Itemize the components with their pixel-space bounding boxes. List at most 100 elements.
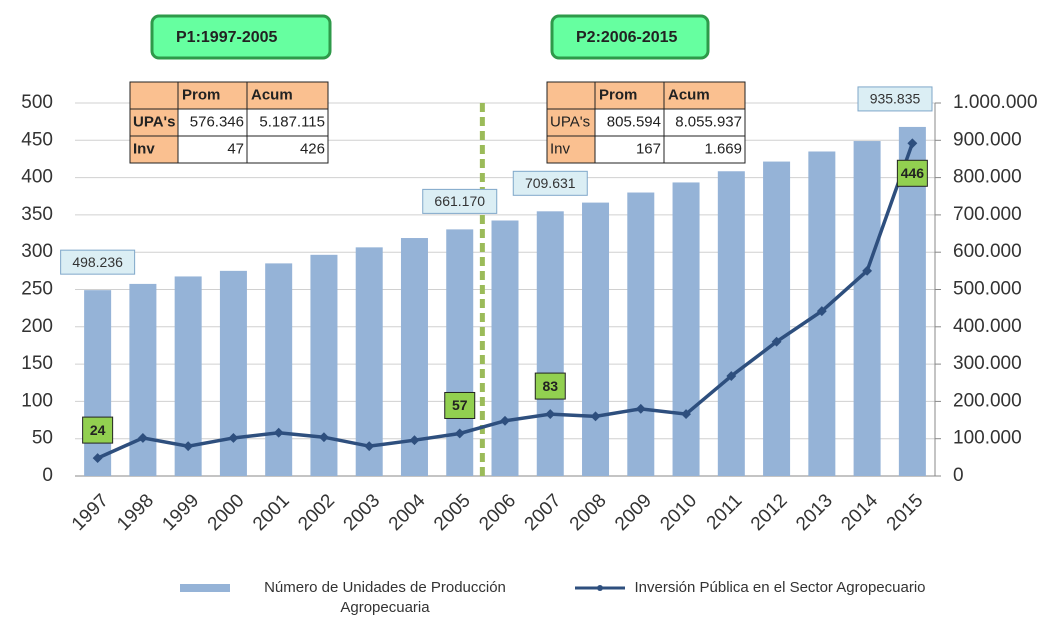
x-tick-label: 2015 xyxy=(883,490,928,535)
y-tick-label: 250 xyxy=(21,279,53,300)
data-label: 24 xyxy=(90,422,106,438)
y2-tick-label: 600.000 xyxy=(953,241,1022,262)
period-title: P2:2006-2015 xyxy=(576,29,678,46)
y2-tick-label: 500.000 xyxy=(953,279,1022,300)
line-marker xyxy=(681,409,692,420)
legend-swatch xyxy=(180,584,230,592)
y-tick-label: 450 xyxy=(21,129,53,150)
data-label: 57 xyxy=(452,397,468,413)
x-tick-label: 2014 xyxy=(837,490,882,535)
bar xyxy=(265,263,293,476)
table-value: 47 xyxy=(227,140,244,157)
x-tick-label: 2004 xyxy=(385,490,430,535)
y2-tick-label: 100.000 xyxy=(953,428,1022,449)
x-tick-label: 2012 xyxy=(747,490,792,535)
y-tick-label: 300 xyxy=(21,241,53,262)
line-marker xyxy=(590,411,601,422)
line-marker xyxy=(816,306,827,317)
y2-tick-label: 900.000 xyxy=(953,129,1022,150)
x-tick-label: 2010 xyxy=(656,490,701,535)
table-cell xyxy=(246,135,329,164)
data-label: 935.835 xyxy=(870,91,921,107)
period-box xyxy=(550,14,710,60)
y-tick-label: 200 xyxy=(21,316,53,337)
bar xyxy=(219,270,247,476)
line-marker xyxy=(545,409,556,420)
bar xyxy=(536,211,564,477)
table-value: 576.346 xyxy=(190,113,244,130)
y2-tick-label: 400.000 xyxy=(953,316,1022,337)
table-value: 5.187.115 xyxy=(259,113,325,130)
x-tick-label: 2006 xyxy=(475,490,520,535)
line-marker xyxy=(364,441,375,452)
bar xyxy=(310,254,338,476)
table-row-label-cell xyxy=(129,135,179,164)
table-cell xyxy=(177,135,248,164)
y2-tick-label: 1.000.000 xyxy=(953,92,1038,113)
table-cell xyxy=(663,135,746,164)
line-marker xyxy=(183,441,194,452)
x-tick-label: 2005 xyxy=(430,490,475,535)
table-row-label: UPA's xyxy=(550,113,590,130)
y-tick-label: 400 xyxy=(21,167,53,188)
table-row-label: Inv xyxy=(133,140,155,157)
table-value: 8.055.937 xyxy=(675,113,742,130)
data-label-box xyxy=(857,86,933,112)
bar xyxy=(627,192,655,476)
x-tick-label: 2001 xyxy=(249,490,294,535)
y-tick-label: 350 xyxy=(21,204,53,225)
bar xyxy=(446,229,474,476)
bar xyxy=(129,283,157,476)
table-value: 1.669 xyxy=(704,140,742,157)
y2-tick-label: 300.000 xyxy=(953,353,1022,374)
x-tick-label: 2009 xyxy=(611,490,656,535)
line-marker xyxy=(771,336,782,347)
data-label-box xyxy=(444,391,476,419)
x-tick-label: 1998 xyxy=(113,490,158,535)
y-tick-label: 100 xyxy=(21,390,53,411)
table-cell xyxy=(246,108,329,137)
line-marker xyxy=(500,415,510,426)
line-marker xyxy=(228,433,239,443)
legend-item: Número de Unidades de Producción Agropec… xyxy=(180,578,540,618)
line-marker xyxy=(907,138,918,149)
x-tick-label: 1999 xyxy=(158,490,203,535)
period-box xyxy=(150,14,332,60)
table-header: Prom xyxy=(599,86,637,103)
data-label-box xyxy=(896,159,928,187)
y-tick-label: 0 xyxy=(42,465,53,486)
legend-swatch-marker xyxy=(597,585,603,591)
line-marker xyxy=(635,403,646,414)
line-marker xyxy=(318,432,329,443)
line-marker xyxy=(862,265,873,276)
legend-label: Número de Unidades de Producción Agropec… xyxy=(264,579,506,616)
table-cell xyxy=(546,81,596,110)
table-header-cell xyxy=(663,81,746,110)
table-header: Prom xyxy=(182,86,220,103)
x-tick-label: 2003 xyxy=(340,490,385,535)
x-tick-label: 2013 xyxy=(792,490,837,535)
bar xyxy=(763,161,791,476)
line-marker xyxy=(454,428,465,439)
line-marker xyxy=(726,371,737,381)
table-header-cell xyxy=(177,81,248,110)
y2-tick-label: 200.000 xyxy=(953,390,1022,411)
table-header: Acum xyxy=(668,86,710,103)
table-cell xyxy=(129,81,179,110)
data-label: 446 xyxy=(901,165,925,181)
data-label-box xyxy=(512,170,588,196)
data-label-box xyxy=(534,372,566,400)
x-tick-label: 2007 xyxy=(521,490,566,535)
x-tick-label: 2002 xyxy=(294,490,339,535)
bar xyxy=(84,290,112,476)
data-label-box xyxy=(82,416,114,444)
table-value: 426 xyxy=(300,140,325,157)
line-marker xyxy=(137,433,148,443)
line-marker xyxy=(409,435,420,446)
bar xyxy=(582,202,610,476)
table-row-label: UPA's xyxy=(133,113,175,130)
data-label-box xyxy=(422,188,498,214)
table-value: 167 xyxy=(636,140,661,157)
